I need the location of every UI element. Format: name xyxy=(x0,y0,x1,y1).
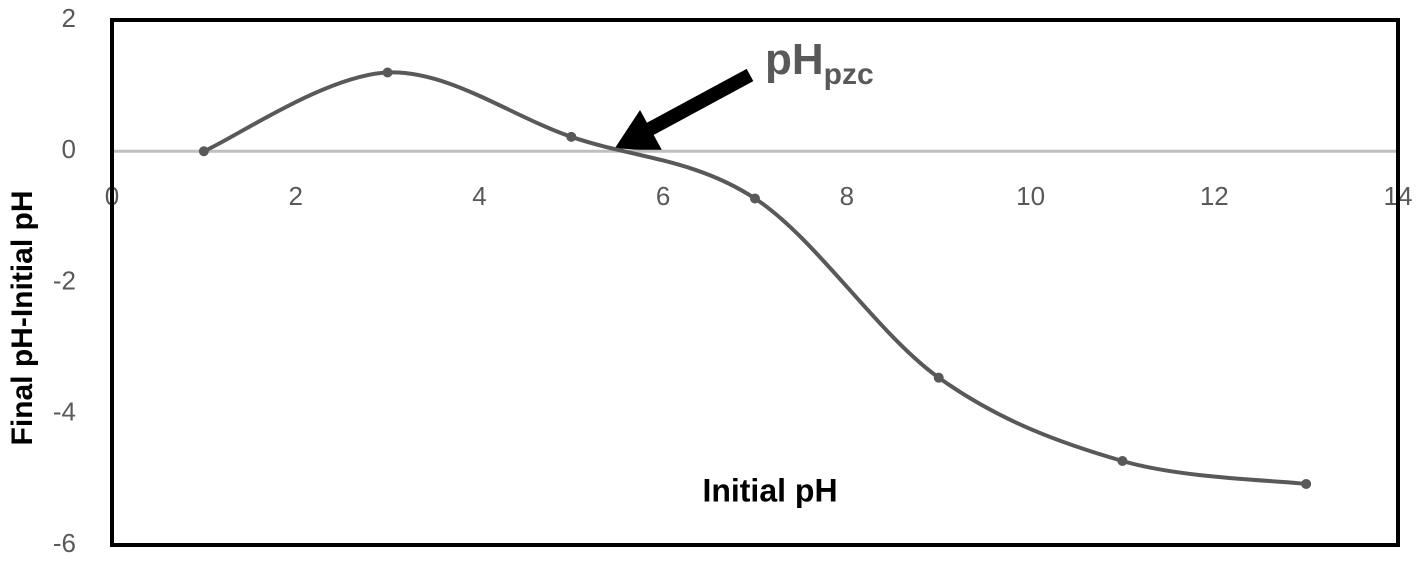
x-axis-title: Initial pH xyxy=(702,472,837,508)
annotation: pHpzc xyxy=(765,35,874,91)
data-point xyxy=(198,146,209,157)
x-tick-label: 8 xyxy=(840,181,854,211)
data-point xyxy=(1117,456,1128,466)
x-tick-label: 10 xyxy=(1016,181,1045,211)
y-tick-label: -4 xyxy=(53,397,76,427)
arrow xyxy=(615,68,754,152)
y-tick-label: 0 xyxy=(62,134,76,164)
data-point xyxy=(1301,478,1312,489)
y-tick-label: -2 xyxy=(53,265,76,295)
data-point xyxy=(933,372,944,383)
data-point xyxy=(750,193,760,204)
y-axis-title: Final pH-Initial pH xyxy=(6,191,39,446)
annotation-text: pH xyxy=(765,35,824,84)
annotation-subscript: pzc xyxy=(824,58,874,91)
x-tick-label: 12 xyxy=(1200,181,1229,211)
arrow-shaft xyxy=(646,68,754,136)
plot-border xyxy=(110,18,1400,547)
arrow-head xyxy=(615,110,663,152)
y-tick-label: -6 xyxy=(53,528,76,558)
y-tick-label: 2 xyxy=(62,3,76,33)
x-tick-label: 6 xyxy=(656,181,670,211)
data-point xyxy=(566,131,577,142)
x-tick-label: 2 xyxy=(288,181,302,211)
data-point xyxy=(382,67,393,78)
x-tick-label: 4 xyxy=(472,181,486,211)
